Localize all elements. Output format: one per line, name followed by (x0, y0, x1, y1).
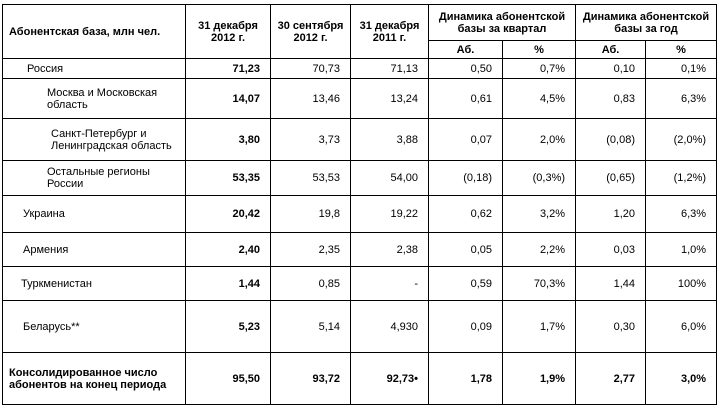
value-cell: 1,20 (575, 195, 647, 233)
value-cell: 95,50 (185, 352, 271, 405)
row-label: Консолидированное число абонентов на кон… (2, 352, 186, 405)
value-cell: 2,2% (501, 232, 577, 267)
value-cell: 3,73 (270, 118, 351, 161)
value-cell: 0,05 (428, 232, 503, 267)
value-cell: 71,13 (350, 58, 429, 79)
row-label: Москва и Московская область (2, 78, 186, 119)
value-cell: 93,72 (270, 352, 351, 405)
subscriber-table: Абонентская база, млн чел. 31 декабря 20… (2, 4, 718, 405)
value-cell: 0,10 (575, 58, 647, 79)
table-row: Остальные регионы России 53,35 53,53 54,00(… (2, 160, 718, 196)
header-cell: Динамика абонентской базы за квартал (427, 4, 577, 41)
value-cell: 2,38 (350, 232, 429, 267)
value-cell: 4,5% (501, 78, 577, 119)
header-cell: Абонентская база, млн чел. (2, 4, 186, 59)
value-cell: 13,46 (270, 78, 351, 119)
header-cell: % (501, 40, 577, 59)
header-cell: 31 декабря 2011 г. (350, 4, 429, 59)
table-row: Туркменистан 1,44 0,85-0,59 70,3% 1,44 100% (2, 266, 718, 301)
value-cell: 6,3% (645, 195, 718, 233)
value-cell: 0,62 (428, 195, 503, 233)
table-row: Россия 71,23 70,73 71,13 0,50 0,7% 0,10 0,1% (2, 58, 718, 79)
value-cell: 0,61 (428, 78, 503, 119)
value-cell: 3,0% (645, 352, 718, 405)
value-cell: 3,80 (185, 118, 271, 161)
value-cell: 3,88 (350, 118, 429, 161)
value-cell: 2,35 (270, 232, 351, 267)
value-cell: 0,50 (428, 58, 503, 79)
header-row: Абонентская база, млн чел. 31 декабря 20… (2, 4, 718, 59)
value-cell: 14,07 (185, 78, 271, 119)
value-cell: 2,77 (575, 352, 647, 405)
table-row: Санкт-Петербург и Ленинградская область 3… (2, 118, 718, 161)
header-cell: 30 сентября 2012 г. (270, 4, 351, 59)
value-cell: 1,7% (501, 300, 577, 353)
value-cell: 53,35 (185, 160, 271, 196)
table-body: Россия 71,23 70,73 71,13 0,50 0,7% 0,10 0,1% Мос… (2, 58, 718, 405)
value-cell: 3,2% (501, 195, 577, 233)
value-cell: 0,83 (575, 78, 647, 119)
value-cell: 20,42 (185, 195, 271, 233)
value-cell: 5,14 (270, 300, 351, 353)
table-header: Абонентская база, млн чел. 31 декабря 20… (2, 4, 718, 59)
value-cell: 1,44 (185, 266, 271, 301)
value-cell: 6,3% (645, 78, 718, 119)
value-cell: 54,00 (350, 160, 429, 196)
value-cell: 0,09 (428, 300, 503, 353)
value-cell: 4,930 (350, 300, 429, 353)
value-cell: (2,0%) (645, 118, 718, 161)
value-cell: 1,9% (501, 352, 577, 405)
table-row: Украина 20,42 19,8 19,22 0,62 3,2% 1,20 6,3% (2, 195, 718, 233)
header-cell: Аб. (428, 40, 503, 59)
value-cell: 0,03 (575, 232, 647, 267)
value-cell: 70,73 (270, 58, 351, 79)
value-cell: 0,30 (575, 300, 647, 353)
row-label: Армения (2, 232, 186, 267)
row-label: Беларусь** (2, 300, 186, 353)
value-cell: (1,2%) (645, 160, 718, 196)
value-cell: (0,08) (575, 118, 647, 161)
row-label: Туркменистан (2, 266, 186, 301)
value-cell: 1,0% (645, 232, 718, 267)
value-cell: 53,53 (270, 160, 351, 196)
value-cell: (0,3%) (501, 160, 577, 196)
value-cell: 1,78 (428, 352, 503, 405)
value-cell: 0,7% (501, 58, 577, 79)
value-cell: 0,85 (270, 266, 351, 301)
value-cell: 100% (645, 266, 718, 301)
value-cell: (0,65) (575, 160, 647, 196)
header-cell: % (645, 40, 718, 59)
row-label: Санкт-Петербург и Ленинградская область (2, 118, 186, 161)
value-cell: 19,8 (270, 195, 351, 233)
value-cell: (0,18) (428, 160, 503, 196)
value-cell: 0,1% (645, 58, 718, 79)
value-cell: 2,40 (185, 232, 271, 267)
row-label: Украина (2, 195, 186, 233)
table-row: Консолидированное число абонентов на кон… (2, 352, 718, 405)
value-cell: 70,3% (501, 266, 577, 301)
value-cell: 0,07 (428, 118, 503, 161)
row-label: Россия (2, 58, 186, 79)
value-cell: 0,59 (428, 266, 503, 301)
row-label: Остальные регионы России (2, 160, 186, 196)
value-cell: 2,0% (501, 118, 577, 161)
table-row: Беларусь** 5,23 5,14 4,930 0,09 1,7% 0,30 6,0% (2, 300, 718, 353)
header-cell: Динамика абонентской базы за год (575, 4, 718, 41)
value-cell: - (350, 266, 429, 301)
value-cell: 6,0% (645, 300, 718, 353)
value-cell: 92,73• (350, 352, 429, 405)
value-cell: 71,23 (185, 58, 271, 79)
table-row: Москва и Московская область 14,07 13,46 13,… (2, 78, 718, 119)
header-cell: Аб. (575, 40, 647, 59)
header-cell: 31 декабря 2012 г. (185, 4, 271, 59)
value-cell: 5,23 (185, 300, 271, 353)
table-row: Армения 2,40 2,35 2,38 0,05 2,2% 0,03 1,0% (2, 232, 718, 267)
value-cell: 19,22 (350, 195, 429, 233)
value-cell: 13,24 (350, 78, 429, 119)
value-cell: 1,44 (575, 266, 647, 301)
